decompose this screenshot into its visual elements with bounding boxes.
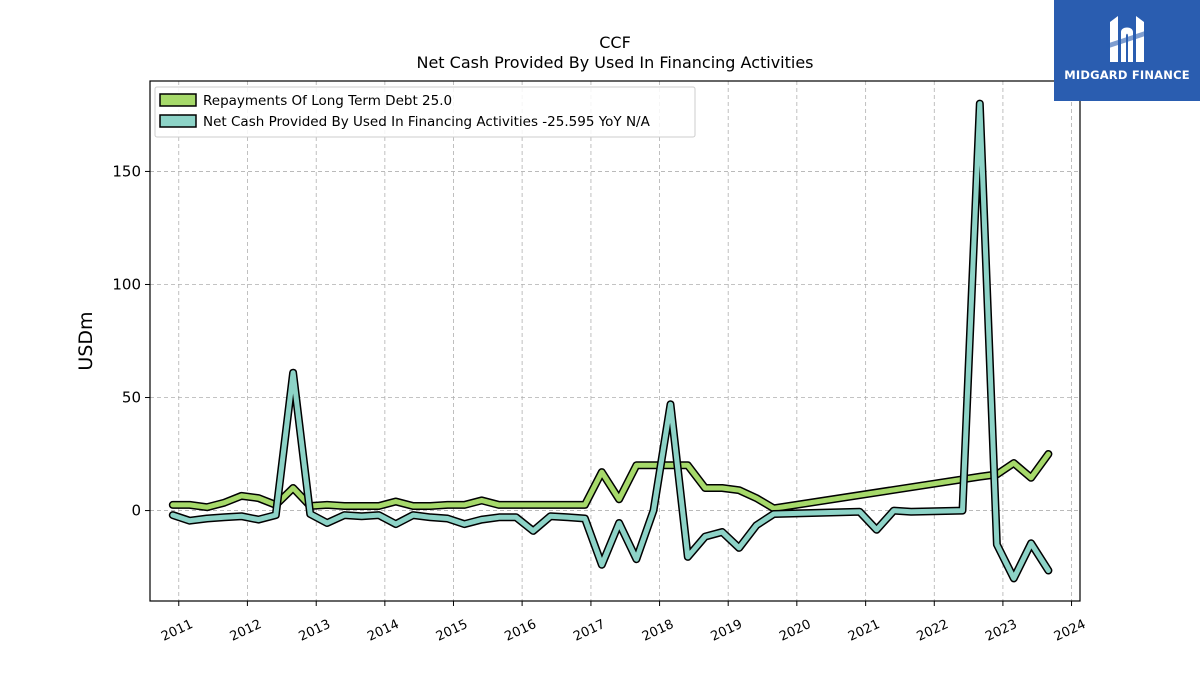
- x-tick-label: 2021: [846, 617, 882, 645]
- y-axis-label: USDm: [75, 311, 97, 370]
- series-lines: [168, 99, 1053, 583]
- grid: [150, 81, 1080, 601]
- x-tick-label: 2015: [434, 617, 470, 645]
- series-line-outline-net-cash: [168, 99, 1053, 583]
- y-tick-label: 100: [112, 275, 141, 293]
- x-tick-label: 2014: [365, 617, 401, 645]
- legend-label-net-cash: Net Cash Provided By Used In Financing A…: [203, 114, 651, 130]
- y-tick-label: 150: [112, 162, 141, 180]
- series-line-net-cash: [170, 101, 1051, 581]
- legend: Repayments Of Long Term Debt 25.0 Net Ca…: [154, 86, 696, 138]
- x-tick-label: 2018: [640, 617, 676, 645]
- x-tick-label: 2012: [228, 617, 264, 645]
- plot-area-frame: [149, 80, 1081, 602]
- x-tick-label: 2013: [297, 617, 333, 645]
- midgard-finance-logo: MIDGARD FINANCE: [1054, 0, 1200, 101]
- chart-title: CCF: [599, 33, 631, 52]
- x-tick-label: 2024: [1052, 617, 1088, 645]
- y-tick-label: 0: [131, 502, 141, 520]
- x-tick-label: 2020: [777, 617, 813, 645]
- x-tick-label: 2017: [571, 617, 607, 645]
- y-tick-label: 50: [122, 389, 141, 407]
- series-line-repayments: [170, 451, 1051, 511]
- legend-frame: [154, 86, 696, 138]
- legend-label-repayments: Repayments Of Long Term Debt 25.0: [203, 93, 452, 109]
- x-tick-label: 2022: [915, 617, 951, 645]
- midgard-logo-icon: [1106, 16, 1148, 62]
- legend-swatch-repayments: [159, 93, 197, 107]
- x-tick-label: 2016: [502, 617, 538, 645]
- chart-subtitle: Net Cash Provided By Used In Financing A…: [416, 53, 813, 72]
- legend-swatch-net-cash: [159, 114, 197, 128]
- x-tick-label: 2011: [159, 617, 195, 645]
- x-tick-label: 2023: [983, 617, 1019, 645]
- logo-text: MIDGARD FINANCE: [1064, 68, 1190, 82]
- x-tick-label: 2019: [709, 617, 745, 645]
- axes: 0 50 100 150 2011 2012 2013 2014 2015 2016 2017 201…: [112, 162, 1088, 644]
